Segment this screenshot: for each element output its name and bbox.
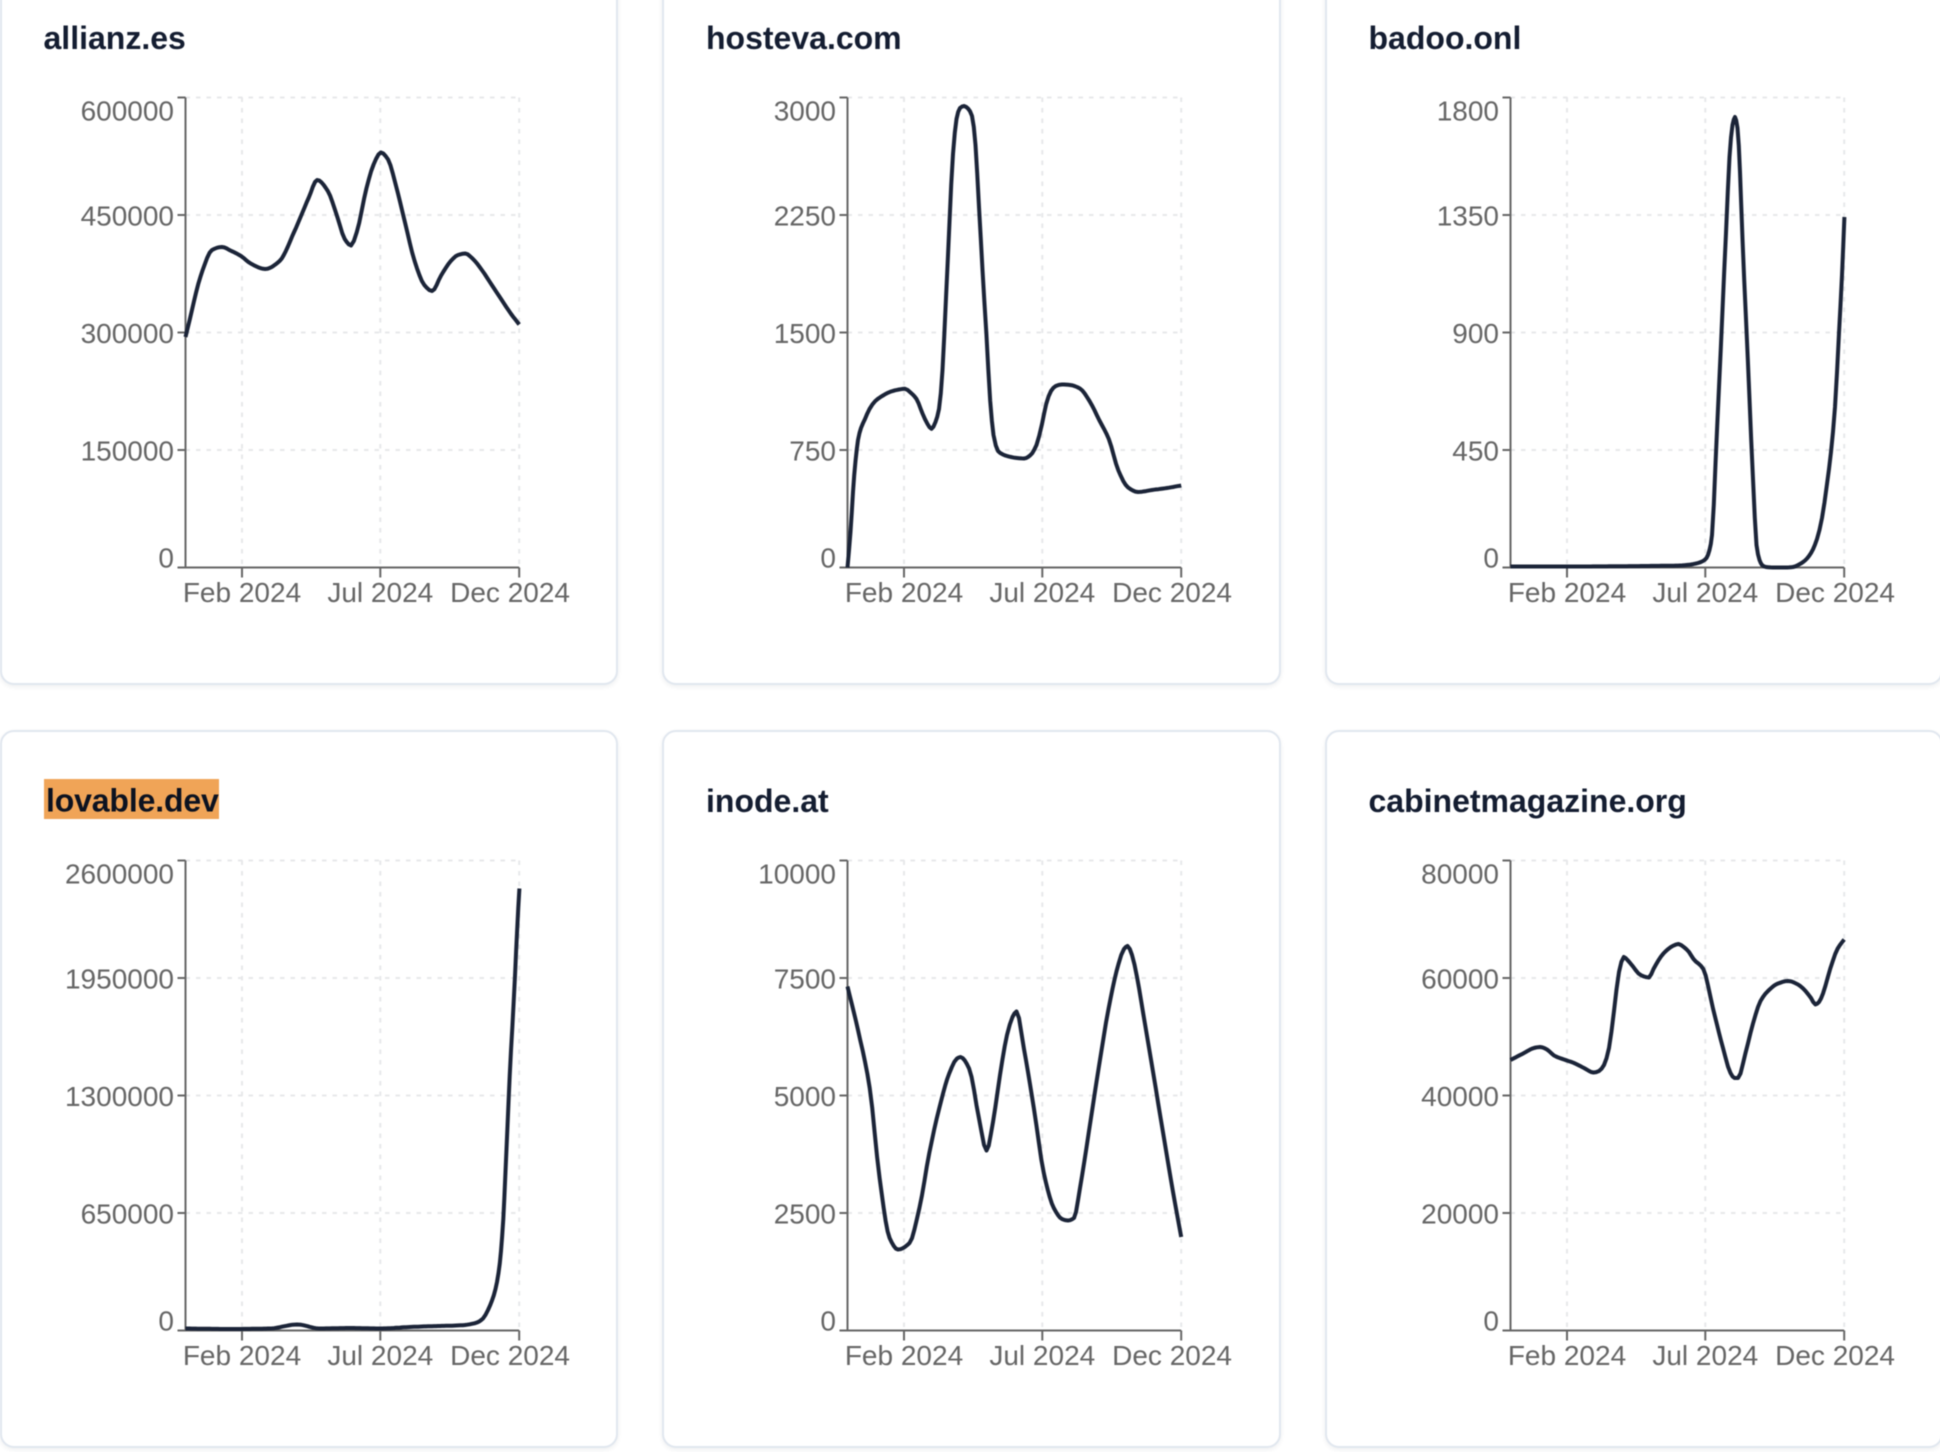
svg-text:Jul 2024: Jul 2024 <box>1652 577 1758 608</box>
svg-text:Feb 2024: Feb 2024 <box>845 1340 963 1371</box>
svg-text:300000: 300000 <box>80 318 173 349</box>
svg-text:Jul 2024: Jul 2024 <box>1652 1340 1758 1371</box>
svg-text:Dec 2024: Dec 2024 <box>450 577 570 608</box>
svg-text:Dec 2024: Dec 2024 <box>1775 1340 1895 1371</box>
svg-text:Jul 2024: Jul 2024 <box>327 1340 433 1371</box>
svg-text:80000: 80000 <box>1421 858 1499 889</box>
svg-text:650000: 650000 <box>80 1198 173 1229</box>
svg-text:5000: 5000 <box>774 1081 836 1112</box>
svg-text:40000: 40000 <box>1421 1081 1499 1112</box>
svg-text:Feb 2024: Feb 2024 <box>182 577 300 608</box>
svg-text:0: 0 <box>820 542 836 573</box>
svg-text:3000: 3000 <box>774 95 836 126</box>
svg-text:10000: 10000 <box>758 858 836 889</box>
svg-text:450: 450 <box>1452 435 1499 466</box>
svg-text:2600000: 2600000 <box>64 858 173 889</box>
svg-text:150000: 150000 <box>80 435 173 466</box>
svg-text:1300000: 1300000 <box>64 1081 173 1112</box>
svg-text:Dec 2024: Dec 2024 <box>450 1340 570 1371</box>
svg-text:Feb 2024: Feb 2024 <box>182 1340 300 1371</box>
svg-text:0: 0 <box>1483 1305 1499 1336</box>
svg-text:Dec 2024: Dec 2024 <box>1775 577 1895 608</box>
svg-text:2250: 2250 <box>774 200 836 231</box>
svg-text:0: 0 <box>1483 542 1499 573</box>
svg-text:600000: 600000 <box>80 95 173 126</box>
svg-text:20000: 20000 <box>1421 1198 1499 1229</box>
svg-text:0: 0 <box>820 1305 836 1336</box>
svg-text:60000: 60000 <box>1421 963 1499 994</box>
svg-text:Jul 2024: Jul 2024 <box>989 577 1095 608</box>
svg-text:1800: 1800 <box>1436 95 1498 126</box>
svg-text:Dec 2024: Dec 2024 <box>1112 577 1232 608</box>
svg-text:0: 0 <box>158 1305 174 1336</box>
svg-text:7500: 7500 <box>774 963 836 994</box>
svg-text:Dec 2024: Dec 2024 <box>1112 1340 1232 1371</box>
svg-text:450000: 450000 <box>80 200 173 231</box>
svg-text:750: 750 <box>789 435 836 466</box>
svg-text:1500: 1500 <box>774 318 836 349</box>
svg-text:2500: 2500 <box>774 1198 836 1229</box>
svg-text:Feb 2024: Feb 2024 <box>845 577 963 608</box>
svg-text:Jul 2024: Jul 2024 <box>327 577 433 608</box>
svg-text:Feb 2024: Feb 2024 <box>1507 1340 1625 1371</box>
svg-text:0: 0 <box>158 542 174 573</box>
svg-text:1950000: 1950000 <box>64 963 173 994</box>
svg-text:900: 900 <box>1452 318 1499 349</box>
svg-text:1350: 1350 <box>1436 200 1498 231</box>
svg-text:Feb 2024: Feb 2024 <box>1507 577 1625 608</box>
svg-text:Jul 2024: Jul 2024 <box>989 1340 1095 1371</box>
